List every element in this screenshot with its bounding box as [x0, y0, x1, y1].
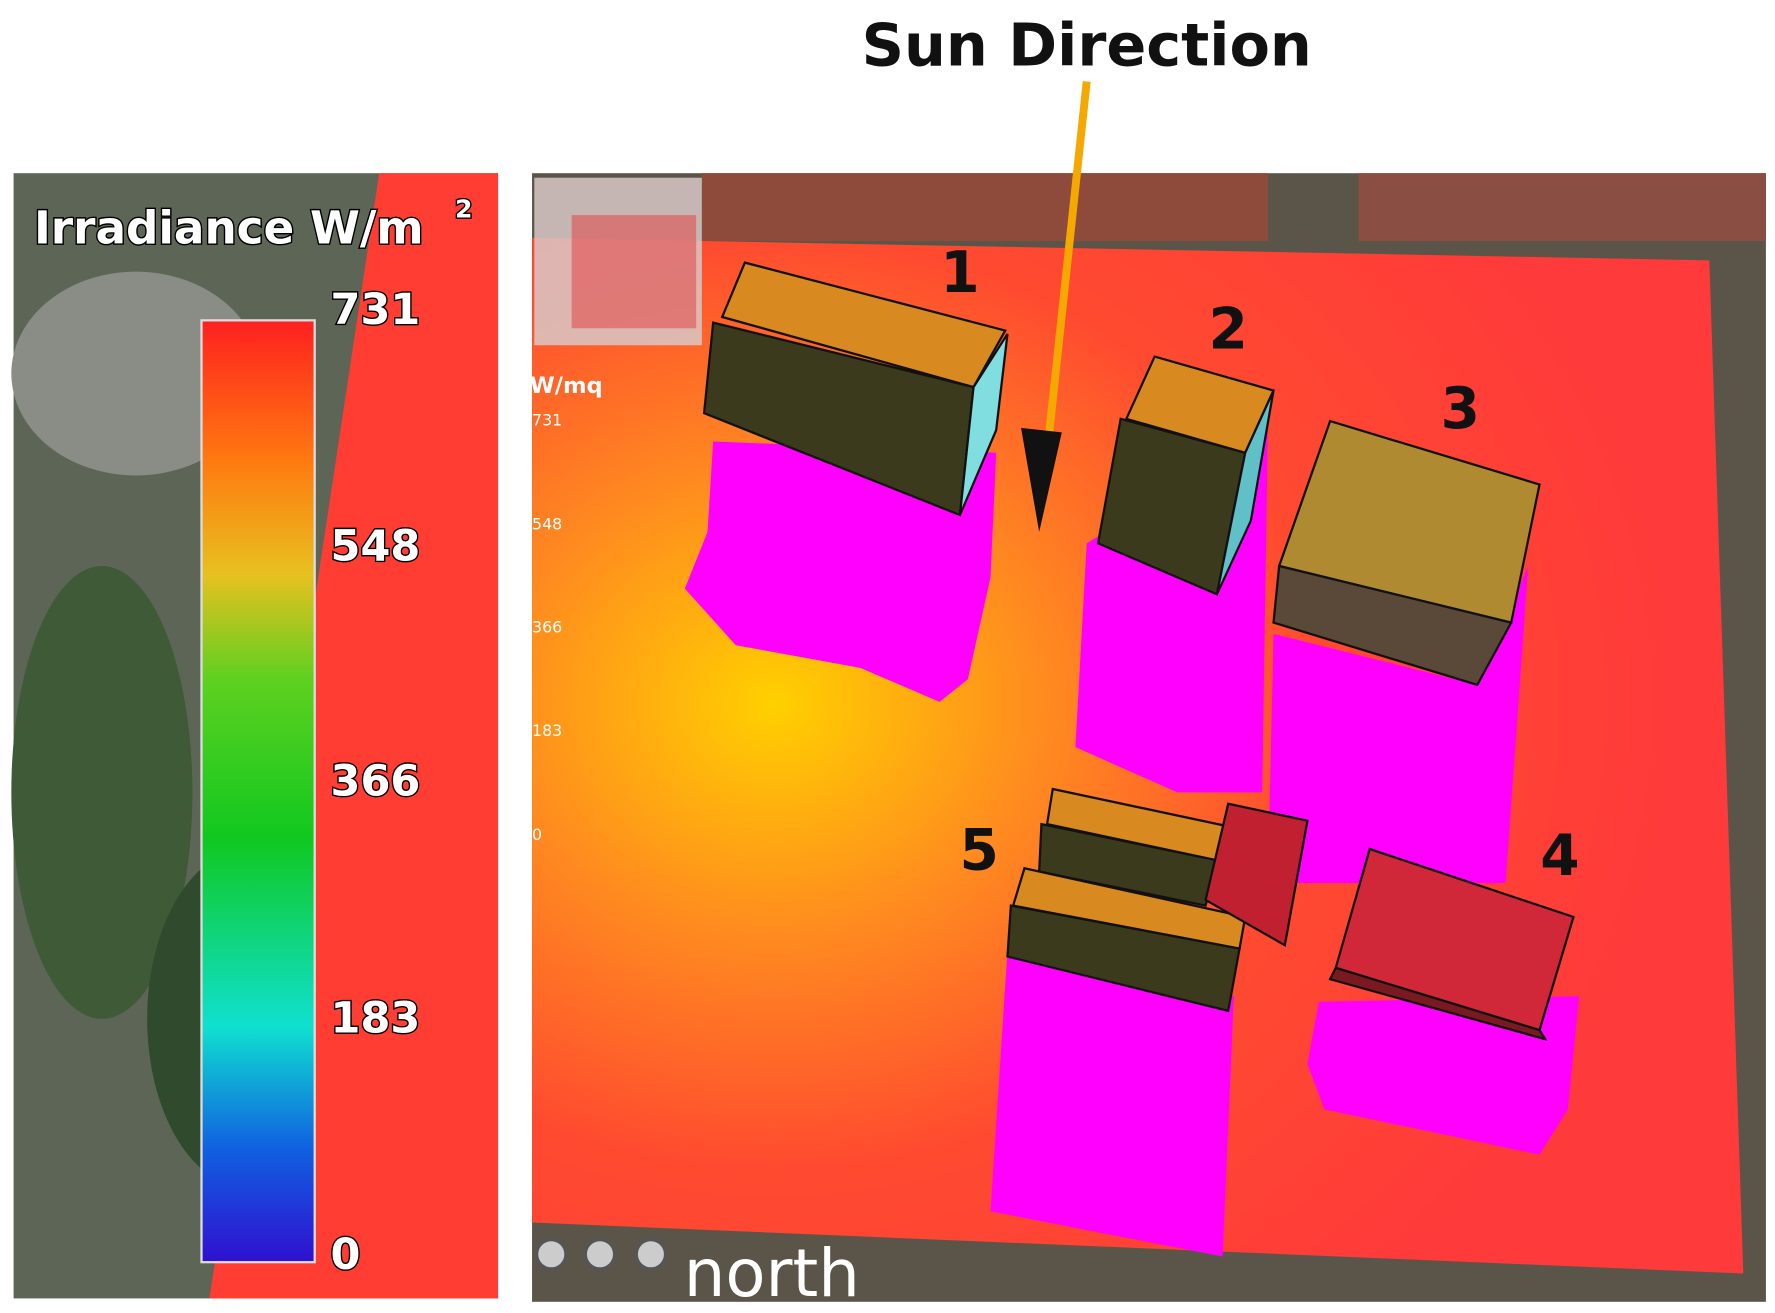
shadows: [684, 430, 1580, 1257]
colorbar-tick-label: 366: [331, 757, 421, 807]
map-legend-tick-label: 731: [532, 411, 562, 430]
title: Sun Direction: [862, 11, 1312, 80]
map-legend-tick-label: 548: [532, 514, 562, 533]
sun-arrow: [1043, 81, 1091, 454]
arrow-head: [1021, 427, 1062, 533]
map-caption: north: [684, 1236, 860, 1312]
building-label: 4: [1540, 823, 1579, 889]
colorbar-tick-label: 548: [331, 521, 421, 571]
buildings: [702, 261, 1575, 1042]
colorbar-tick-label: 731: [331, 285, 421, 335]
colorbar-tick-label: 183: [331, 993, 421, 1043]
building-label: 3: [1441, 376, 1480, 442]
colorbar: [200, 319, 316, 1264]
map-legend-tick-label: 0: [532, 825, 542, 844]
building-label: 2: [1209, 297, 1248, 363]
map-legend-tick-label: 183: [532, 721, 562, 740]
map-legend-title: W/mq: [530, 373, 603, 399]
colorbar-tick-label: 0: [331, 1230, 361, 1280]
legend-title: Irradiance W/m: [34, 201, 424, 254]
map-view: north W/mq: [530, 173, 1766, 1312]
legend-superscript: 2: [455, 194, 472, 223]
building-label: 5: [959, 817, 998, 883]
building-label: 1: [940, 240, 979, 306]
map-legend-tick-label: 366: [532, 618, 562, 637]
legend-panel: Irradiance W/m 2: [11, 173, 499, 1299]
